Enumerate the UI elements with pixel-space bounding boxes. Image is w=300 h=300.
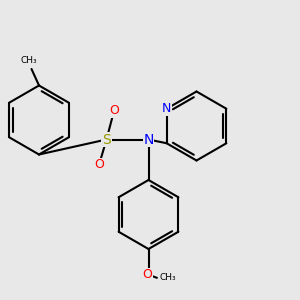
Text: N: N	[162, 102, 171, 115]
Text: S: S	[102, 133, 111, 146]
Text: O: O	[94, 158, 104, 172]
Text: O: O	[142, 268, 152, 281]
Text: CH₃: CH₃	[159, 273, 175, 282]
Text: O: O	[109, 104, 119, 118]
Text: CH₃: CH₃	[20, 56, 37, 65]
Text: N: N	[143, 133, 154, 146]
